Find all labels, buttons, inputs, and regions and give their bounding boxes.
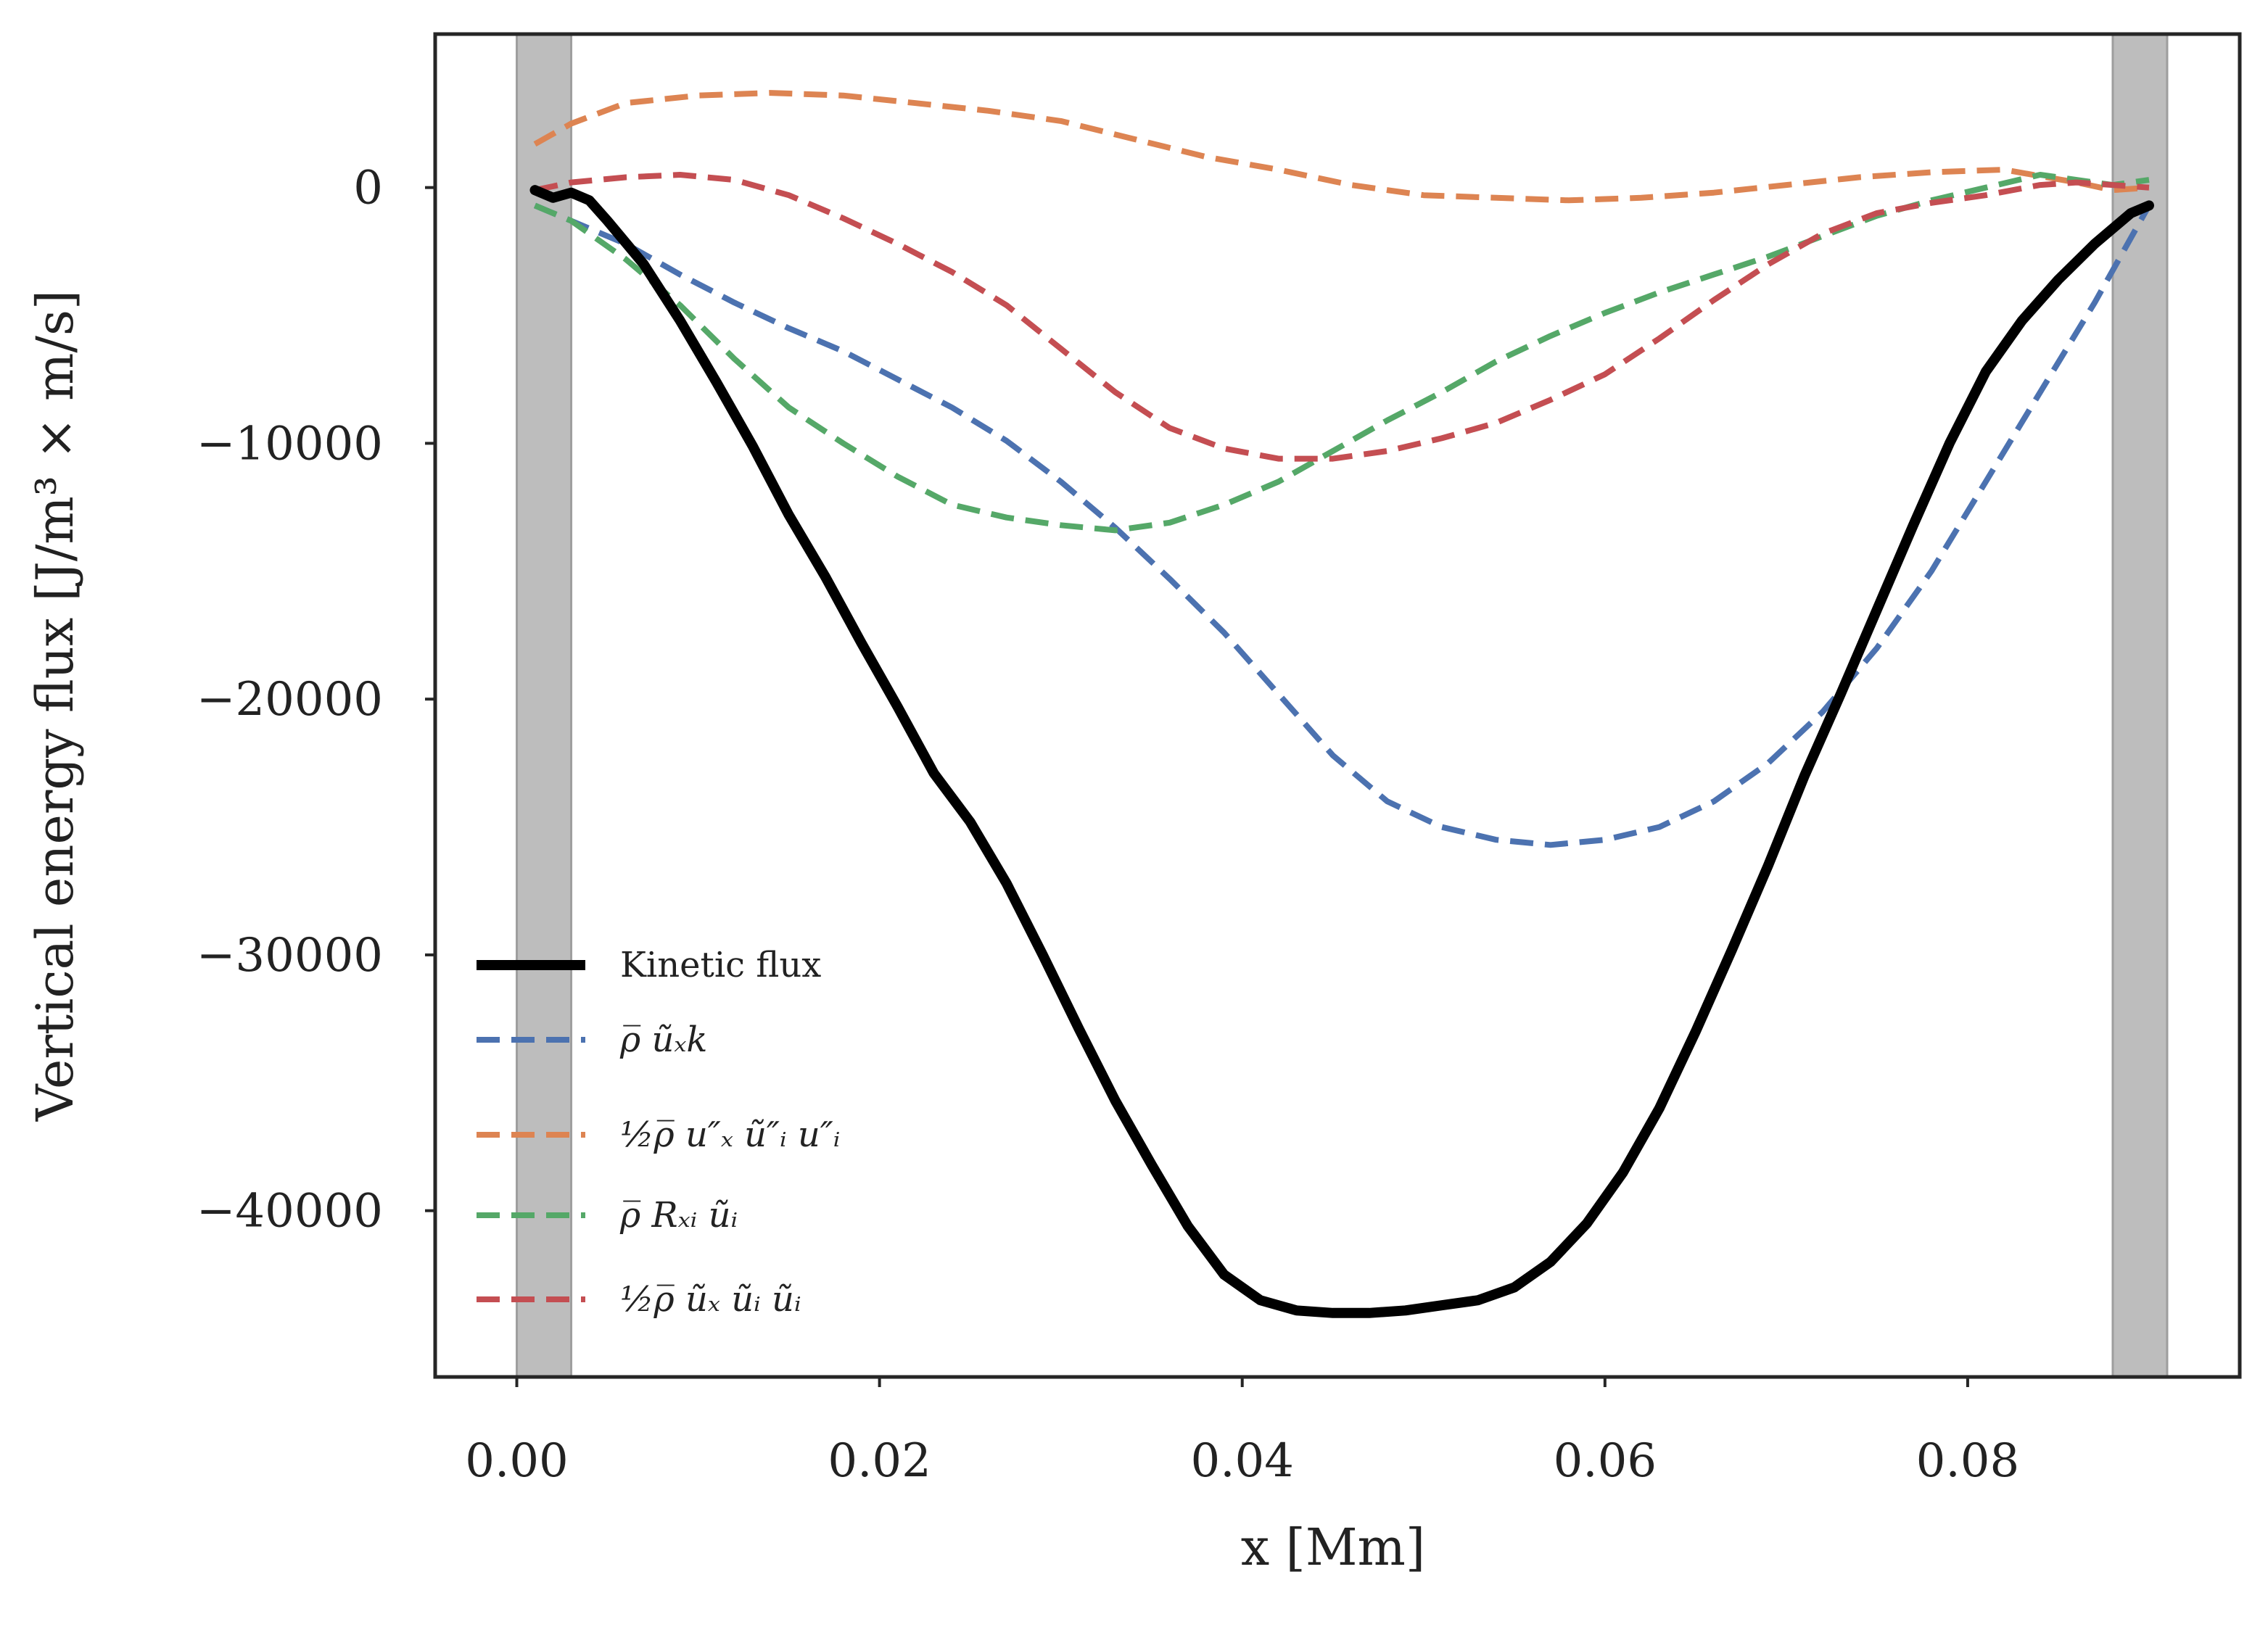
y-tick-label: −10000 xyxy=(197,417,383,471)
y-axis-ticks: 0 −10000 −20000 −30000 −40000 xyxy=(197,162,435,1238)
x-tick-label: 0.00 xyxy=(465,1434,569,1488)
legend-label-rho-rxi-ui: ρ̅ Rₓᵢ ũᵢ xyxy=(619,1195,738,1236)
y-tick-label: −20000 xyxy=(197,673,383,727)
legend-label-half-rho-uuu: ½ρ̅ u″ₓ ũ″ᵢ u″ᵢ xyxy=(620,1114,840,1155)
legend-label-kinetic-flux: Kinetic flux xyxy=(620,945,821,985)
y-tick-label: −40000 xyxy=(197,1185,383,1238)
x-tick-label: 0.06 xyxy=(1554,1434,1657,1488)
x-tick-label: 0.04 xyxy=(1190,1434,1294,1488)
legend: Kinetic flux ρ̅ ũₓk ½ρ̅ u″ₓ ũ″ᵢ u″ᵢ ρ̅ R… xyxy=(477,945,840,1320)
series-lines xyxy=(529,90,2154,1318)
y-axis-label: Vertical energy flux [J/m³ × m/s] xyxy=(25,290,85,1122)
series-line-kinetic-flux xyxy=(529,185,2154,1318)
series-line-rho-ux-k xyxy=(533,202,2152,848)
legend-label-rho-ux-k: ρ̅ ũₓk xyxy=(619,1019,708,1060)
legend-label-half-rho-ux-ui-ui: ½ρ̅ ũₓ ũᵢ ũᵢ xyxy=(620,1279,801,1320)
plot-frame xyxy=(433,32,2242,1379)
shaded-region-1 xyxy=(2111,33,2169,1378)
shaded-region-0 xyxy=(516,33,573,1378)
series-line-rho-rxi-ui xyxy=(533,172,2150,534)
x-axis-ticks: 0.00 0.02 0.04 0.06 0.08 xyxy=(465,1377,2019,1488)
shaded-regions xyxy=(516,33,2169,1378)
x-axis-label: x [Mm] xyxy=(1241,1518,1425,1577)
y-tick-label: 0 xyxy=(353,162,383,215)
series-line-half-rho-uuu xyxy=(533,90,2150,204)
x-tick-label: 0.02 xyxy=(828,1434,931,1488)
x-tick-label: 0.08 xyxy=(1916,1434,2020,1488)
y-tick-label: −30000 xyxy=(197,929,383,982)
